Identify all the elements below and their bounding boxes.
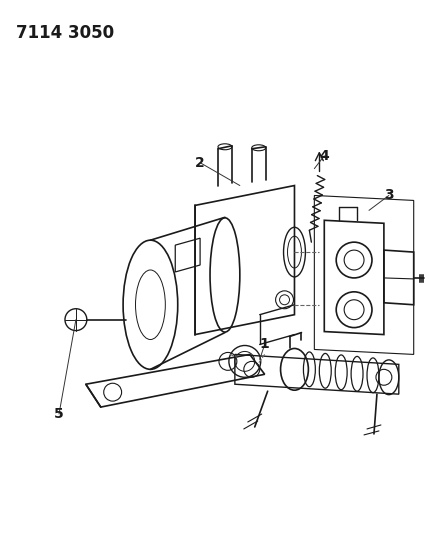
Text: 4: 4 <box>320 149 329 163</box>
Text: 5: 5 <box>54 407 64 421</box>
Text: 7114 3050: 7114 3050 <box>16 23 115 42</box>
Text: 1: 1 <box>260 337 269 351</box>
Text: 2: 2 <box>195 156 205 169</box>
Text: 3: 3 <box>384 189 394 203</box>
